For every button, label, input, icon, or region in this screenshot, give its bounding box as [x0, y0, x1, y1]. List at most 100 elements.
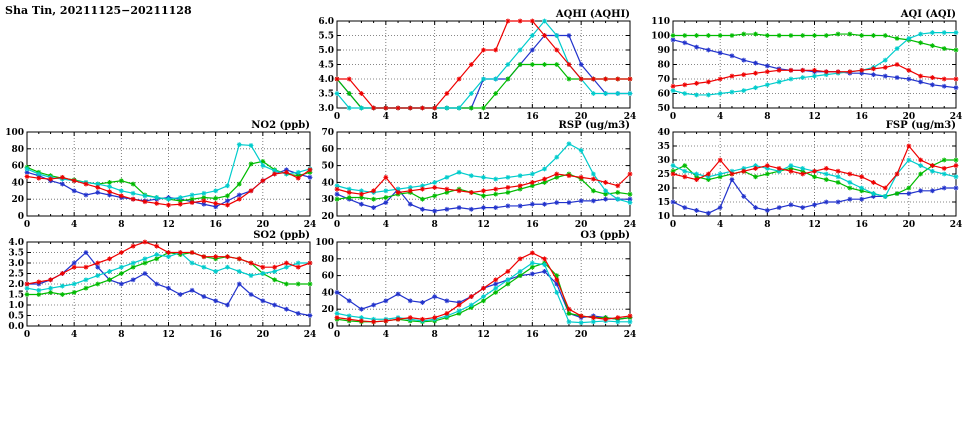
svg-text:SO2 (ppb): SO2 (ppb): [253, 230, 310, 241]
svg-text:40: 40: [321, 288, 334, 298]
svg-text:8: 8: [432, 112, 438, 122]
svg-text:8: 8: [764, 112, 770, 122]
svg-text:0: 0: [670, 112, 676, 122]
o3-plot-canvas: 0 20 40 60 80 100 0 4 8 12 16 20 24 O3 (ppb): [315, 230, 637, 340]
chart-so2: 0.0 0.5 1.0 1.5 2.0 2.5 3.0 3.5 4.0 0 4 8 12 16 20 24 SO…: [0, 228, 326, 347]
svg-text:20: 20: [11, 195, 24, 205]
svg-text:110: 110: [651, 17, 670, 27]
svg-text:40: 40: [11, 178, 24, 188]
svg-text:24: 24: [624, 112, 637, 122]
svg-text:0: 0: [24, 220, 30, 230]
svg-text:8: 8: [118, 220, 124, 230]
svg-text:3.5: 3.5: [8, 249, 24, 259]
svg-text:12: 12: [477, 220, 490, 230]
svg-text:15: 15: [657, 198, 670, 208]
svg-text:6.0: 6.0: [318, 17, 334, 27]
svg-text:NO2 (ppb): NO2 (ppb): [251, 120, 310, 131]
svg-text:4: 4: [71, 220, 77, 230]
svg-text:70: 70: [321, 128, 334, 138]
svg-text:10: 10: [657, 212, 670, 222]
svg-text:16: 16: [526, 112, 539, 122]
svg-text:0: 0: [328, 322, 334, 332]
svg-text:80: 80: [657, 61, 670, 71]
svg-text:0: 0: [18, 212, 24, 222]
svg-text:RSP (ug/m3): RSP (ug/m3): [559, 120, 630, 131]
svg-text:24: 24: [950, 220, 963, 230]
rsp-plot-canvas: 20 30 40 50 60 70 0 4 8 12 16 20 24 RSP (ug/m3): [321, 120, 637, 230]
svg-text:16: 16: [209, 220, 222, 230]
aqi-plot-canvas: 50 60 70 80 90 100 110 0 4 8 12 16 20 24 AQI (AQI): [651, 9, 963, 122]
svg-text:AQHI (AQHI): AQHI (AQHI): [555, 9, 630, 20]
svg-text:AQI (AQI): AQI (AQI): [900, 9, 956, 20]
svg-text:2.5: 2.5: [8, 270, 24, 280]
svg-text:3.0: 3.0: [318, 104, 334, 114]
svg-text:12: 12: [162, 220, 175, 230]
chart-no2: 0 20 40 60 80 100 0 4 8 12 16 20 24 NO2 (ppb): [0, 118, 326, 237]
svg-text:100: 100: [5, 128, 24, 138]
svg-text:70: 70: [657, 75, 670, 85]
chart-rsp: 20 30 40 50 60 70 0 4 8 12 16 20 24 RSP (ug/m3): [310, 118, 646, 237]
svg-text:0: 0: [334, 330, 340, 340]
svg-text:60: 60: [321, 272, 334, 282]
svg-text:8: 8: [432, 220, 438, 230]
svg-text:100: 100: [651, 32, 670, 42]
svg-text:24: 24: [624, 220, 637, 230]
svg-text:20: 20: [575, 112, 588, 122]
svg-text:0.5: 0.5: [8, 312, 24, 322]
svg-text:12: 12: [477, 330, 490, 340]
svg-text:16: 16: [526, 330, 539, 340]
svg-text:4: 4: [717, 112, 723, 122]
svg-text:12: 12: [162, 330, 175, 340]
svg-text:0: 0: [334, 112, 340, 122]
chart-aqhi: 3.0 3.5 4.0 4.5 5.0 5.5 6.0 0 4 8 12 16 20 24 AQHI (AQ…: [310, 7, 646, 129]
aqhi-plot-canvas: 3.0 3.5 4.0 4.5 5.0 5.5 6.0 0 4 8 12 16 20 24 AQHI (AQ…: [318, 9, 637, 122]
no2-plot-canvas: 0 20 40 60 80 100 0 4 8 12 16 20 24 NO2 (ppb): [5, 120, 317, 230]
svg-text:8: 8: [432, 330, 438, 340]
page-title: Sha Tin, 20211125−20211128: [5, 4, 192, 17]
svg-text:FSP (ug/m3): FSP (ug/m3): [886, 120, 956, 131]
svg-text:8: 8: [764, 220, 770, 230]
svg-text:20: 20: [575, 220, 588, 230]
svg-text:50: 50: [321, 162, 334, 172]
svg-text:8: 8: [118, 330, 124, 340]
svg-text:100: 100: [315, 238, 334, 248]
svg-text:60: 60: [11, 162, 24, 172]
svg-text:80: 80: [11, 145, 24, 155]
svg-text:0: 0: [334, 220, 340, 230]
svg-text:5.0: 5.0: [318, 46, 334, 56]
svg-text:16: 16: [209, 330, 222, 340]
svg-text:20: 20: [257, 220, 270, 230]
svg-text:30: 30: [321, 195, 334, 205]
svg-text:0.0: 0.0: [8, 322, 24, 332]
chart-fsp: 10 15 20 25 30 35 40 0 4 8 12 16 20 24 FSP (ug/m3): [646, 118, 972, 237]
svg-text:3.5: 3.5: [318, 90, 334, 100]
svg-text:4: 4: [383, 112, 389, 122]
svg-text:16: 16: [526, 220, 539, 230]
svg-text:4: 4: [383, 220, 389, 230]
svg-text:0: 0: [24, 330, 30, 340]
so2-plot-canvas: 0.00.51.01.52.02.53.03.54.0 0 4 8 12 16 20 24 SO…: [8, 230, 316, 340]
svg-text:24: 24: [950, 112, 963, 122]
svg-text:5.5: 5.5: [318, 32, 334, 42]
svg-text:20: 20: [903, 220, 916, 230]
chart-aqi: 50 60 70 80 90 100 110 0 4 8 12 16 20 24 AQI (AQI): [646, 7, 972, 129]
svg-text:12: 12: [808, 112, 821, 122]
svg-text:16: 16: [855, 220, 868, 230]
svg-text:4: 4: [71, 330, 77, 340]
svg-text:30: 30: [657, 156, 670, 166]
svg-text:24: 24: [624, 330, 637, 340]
svg-text:80: 80: [321, 255, 334, 265]
svg-text:20: 20: [321, 305, 334, 315]
svg-text:4.0: 4.0: [8, 238, 24, 248]
svg-text:50: 50: [657, 104, 670, 114]
svg-text:4: 4: [717, 220, 723, 230]
svg-text:20: 20: [575, 330, 588, 340]
svg-text:60: 60: [321, 145, 334, 155]
svg-text:24: 24: [304, 220, 317, 230]
svg-text:60: 60: [657, 90, 670, 100]
svg-text:4: 4: [383, 330, 389, 340]
chart-o3: 0 20 40 60 80 100 0 4 8 12 16 20 24 O3 (ppb): [310, 228, 646, 347]
svg-text:20: 20: [321, 212, 334, 222]
svg-text:35: 35: [657, 142, 670, 152]
svg-text:40: 40: [657, 128, 670, 138]
